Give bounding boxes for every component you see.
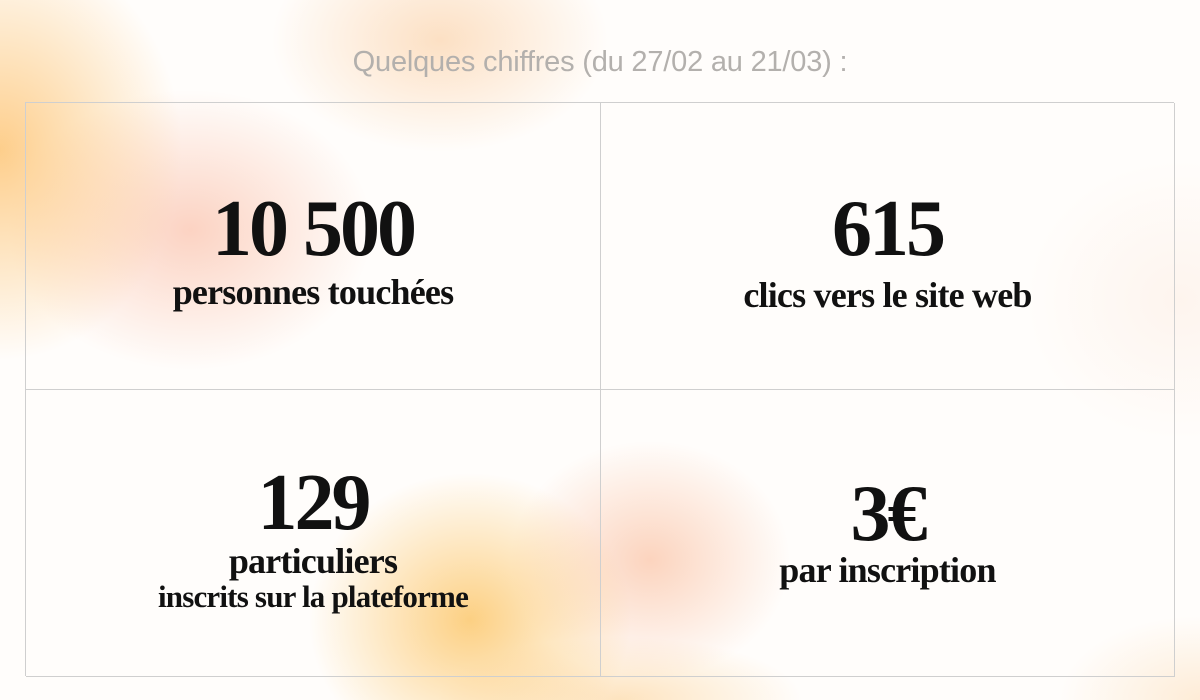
stat-card-reach: 10 500 personnes touchées: [26, 103, 601, 390]
page-heading: Quelques chiffres (du 27/02 au 21/03) :: [352, 46, 848, 78]
stat-label: clics vers le site web: [743, 275, 1032, 315]
stats-grid: 10 500 personnes touchées 615 clics vers…: [25, 102, 1175, 677]
stat-label: personnes touchées: [172, 272, 454, 312]
stat-card-signups: 129 particuliers inscrits sur la platefo…: [26, 390, 601, 677]
stat-label: par inscription: [779, 550, 996, 590]
stat-value: 10 500: [212, 185, 417, 273]
stat-value: 3€: [850, 470, 928, 558]
stat-sublabel: inscrits sur la plateforme: [157, 579, 469, 614]
stat-card-cost: 3€ par inscription: [601, 390, 1175, 677]
stat-card-clicks: 615 clics vers le site web: [601, 103, 1175, 390]
stat-value: 615: [832, 185, 946, 273]
stat-label: particuliers: [228, 541, 398, 581]
stat-value: 129: [257, 459, 372, 547]
